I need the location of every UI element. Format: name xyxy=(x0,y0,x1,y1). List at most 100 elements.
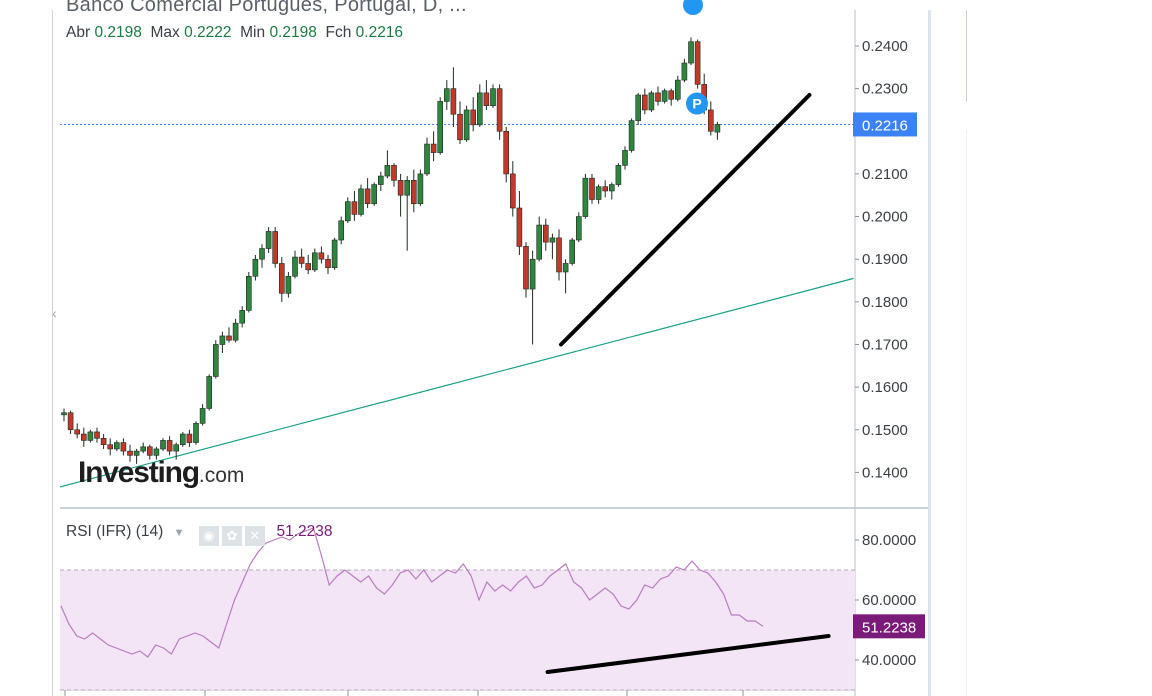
rsi-axis: 40.0000 60.0000 80.0000 xyxy=(855,532,916,669)
candle-body xyxy=(377,175,384,185)
candle xyxy=(87,429,94,443)
candle xyxy=(516,190,523,255)
marker-label: P xyxy=(692,96,701,112)
candle xyxy=(67,410,74,435)
candle-body xyxy=(278,263,285,294)
candle-body xyxy=(688,41,694,64)
candle-body xyxy=(681,62,688,81)
rsi-tick-label: 40.0000 xyxy=(862,652,916,669)
candle xyxy=(127,444,133,462)
rsi-header: RSI (IFR) (14) ▼ ◉ ✿ ✕ 51.2238 xyxy=(66,523,333,546)
candle-body xyxy=(173,444,179,452)
candle-body xyxy=(180,433,186,445)
candlestick-series: P xyxy=(61,0,721,464)
rsi-series xyxy=(60,527,764,658)
candle-body xyxy=(292,256,298,277)
gear-icon[interactable]: ✿ xyxy=(221,526,242,546)
candle xyxy=(483,80,490,110)
candle-body xyxy=(318,252,325,260)
ohlc-header: Abr 0.2198 Max 0.2222 Min 0.2198 Fch 0.2… xyxy=(66,24,403,42)
candle xyxy=(193,421,199,445)
candle xyxy=(556,229,562,281)
candle-body xyxy=(371,184,378,205)
candle-body xyxy=(582,177,589,217)
candle xyxy=(292,250,298,279)
candle-body xyxy=(516,207,523,247)
open-value: 0.2198 xyxy=(94,24,142,41)
collapse-handle-icon[interactable]: ‹ xyxy=(52,305,57,321)
candle-body xyxy=(707,109,714,132)
candle-body xyxy=(305,263,312,271)
close-label: Fch xyxy=(325,24,352,41)
candle-body xyxy=(166,440,173,452)
candle xyxy=(430,131,437,162)
candle-body xyxy=(213,344,219,377)
candle-body xyxy=(252,258,259,277)
candle-body xyxy=(74,429,80,435)
low-label: Min xyxy=(240,24,266,41)
price-tick-label: 0.2300 xyxy=(862,81,908,98)
candle xyxy=(457,101,463,145)
chevron-down-icon[interactable]: ▼ xyxy=(173,527,185,539)
candle-body xyxy=(641,94,648,111)
eye-icon[interactable]: ◉ xyxy=(198,526,219,546)
candle-body xyxy=(694,41,701,85)
candle xyxy=(523,242,529,298)
high-label: Max xyxy=(150,24,180,41)
candle xyxy=(259,244,265,268)
candle xyxy=(120,438,127,456)
candle-body xyxy=(430,143,437,153)
candle xyxy=(272,227,279,268)
candle xyxy=(661,88,668,104)
candle-body xyxy=(94,431,100,439)
candle-body xyxy=(549,237,556,243)
price-tick-label: 0.2400 xyxy=(862,38,908,55)
candle xyxy=(232,318,239,343)
price-tick-label: 0.1600 xyxy=(862,379,908,396)
candle-body xyxy=(81,433,87,441)
candle-body xyxy=(635,94,642,121)
candle-body xyxy=(523,246,529,290)
candle xyxy=(536,216,543,262)
candle xyxy=(509,161,516,217)
candle xyxy=(443,80,450,110)
candle xyxy=(674,75,681,102)
rsi-period: (14) xyxy=(135,523,164,540)
candle-body xyxy=(470,109,477,126)
close-icon[interactable]: ✕ xyxy=(244,526,265,546)
candle xyxy=(166,436,173,456)
candle-body xyxy=(259,248,265,260)
candle-body xyxy=(239,310,245,324)
candle-body xyxy=(496,88,503,132)
candle xyxy=(358,184,364,217)
candle xyxy=(569,237,576,266)
candle-body xyxy=(344,201,351,222)
candle-body xyxy=(503,130,510,175)
candle-body xyxy=(648,92,655,111)
candle xyxy=(364,178,371,209)
rsi-band xyxy=(60,569,855,691)
candle-body xyxy=(714,124,721,133)
price-tick-label: 0.1500 xyxy=(862,422,908,439)
candle-body xyxy=(232,322,239,341)
candle xyxy=(681,58,688,83)
price-tick-label: 0.2000 xyxy=(862,209,908,226)
rsi-value-label-bg xyxy=(853,614,925,639)
candle xyxy=(285,271,292,298)
candle xyxy=(668,88,675,106)
candle-body xyxy=(100,437,107,445)
candle xyxy=(688,37,694,66)
rsi-band-fill xyxy=(60,570,855,690)
candle xyxy=(81,427,87,447)
candle-body xyxy=(397,180,404,196)
candle-body xyxy=(351,201,358,215)
candle xyxy=(199,404,206,426)
candle xyxy=(529,250,536,345)
candle xyxy=(714,121,721,140)
candle xyxy=(186,429,193,447)
candle xyxy=(344,197,351,223)
candle xyxy=(219,331,226,354)
candle xyxy=(153,446,160,460)
value-labels: 0.2216 51.2238 xyxy=(853,112,925,639)
